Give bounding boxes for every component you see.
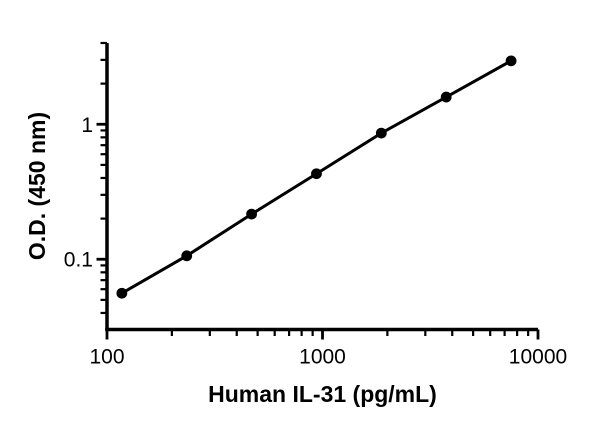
data-series: [116, 55, 517, 299]
y-axis-ticks: [96, 41, 107, 315]
y-tick-label: 1: [81, 114, 93, 137]
x-tick-label: 10000: [509, 346, 567, 369]
y-axis-tick-labels: 10.1: [64, 114, 93, 272]
data-point: [246, 208, 257, 220]
data-point: [375, 127, 387, 139]
y-axis-title: O.D. (450 nm): [24, 112, 50, 260]
x-axis-tick-labels: 100 1000 10000: [89, 346, 567, 369]
data-point: [311, 168, 322, 180]
data-point: [181, 250, 193, 262]
data-point: [116, 287, 128, 299]
data-point: [505, 55, 517, 67]
x-tick-label: 1000: [299, 346, 346, 369]
x-axis-title: Human IL-31 (pg/mL): [208, 381, 437, 407]
x-tick-label: 100: [89, 346, 124, 369]
y-tick-label: 0.1: [64, 249, 93, 272]
x-axis-ticks: [105, 329, 540, 340]
data-point: [440, 91, 452, 103]
axes: [105, 43, 538, 332]
